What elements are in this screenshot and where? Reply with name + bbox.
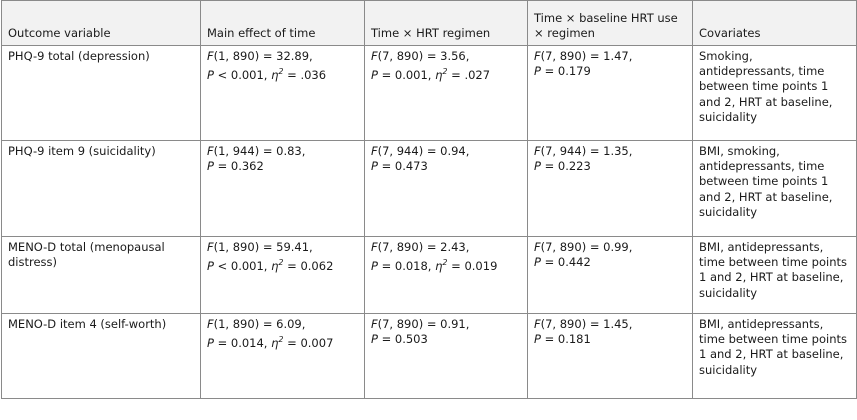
f-statistic-symbol: F xyxy=(534,317,541,331)
f-statistic-value: (7, 890) = 0.91, xyxy=(377,317,470,331)
cell-main-effect: F(1, 890) = 6.09, P = 0.014, η2 = 0.007 xyxy=(200,313,365,399)
p-value-symbol: P xyxy=(371,332,378,347)
cell-time-regimen: F(7, 890) = 3.56, P = 0.001, η2 = .027 xyxy=(364,45,528,141)
p-value-symbol: P xyxy=(207,159,214,174)
eta-squared-value: = .036 xyxy=(283,68,327,83)
p-value: = 0.181 xyxy=(540,332,591,347)
f-statistic-symbol: F xyxy=(534,240,541,254)
eta-squared-value: = .027 xyxy=(447,68,491,83)
f-statistic-value: (7, 944) = 0.94, xyxy=(377,144,470,158)
eta-squared-symbol: η2 xyxy=(435,67,448,83)
p-value-symbol: P xyxy=(207,68,214,83)
p-value-symbol: P xyxy=(534,332,541,347)
p-value-symbol: P xyxy=(534,255,541,270)
p-value-symbol: P xyxy=(371,259,378,274)
f-statistic-value: (1, 890) = 6.09, xyxy=(213,317,306,331)
p-value: = 0.503 xyxy=(377,332,428,347)
f-statistic-value: (7, 890) = 1.45, xyxy=(540,317,633,331)
f-statistic-value: (1, 890) = 32.89, xyxy=(213,49,313,63)
p-value-symbol: P xyxy=(371,68,378,83)
eta-squared-value: = 0.007 xyxy=(283,336,334,351)
p-value: = 0.001, xyxy=(377,68,436,83)
table-row: PHQ-9 total (depression) F(1, 890) = 32.8… xyxy=(1,45,857,141)
p-value: = 0.179 xyxy=(540,64,591,79)
cell-time-baseline-regimen: F(7, 944) = 1.35, P = 0.223 xyxy=(527,140,693,237)
eta-squared-symbol: η2 xyxy=(271,67,284,83)
f-statistic-symbol: F xyxy=(207,317,214,331)
eta-squared-value: = 0.062 xyxy=(283,259,334,274)
p-value-symbol: P xyxy=(371,159,378,174)
p-value: = 0.223 xyxy=(540,159,591,174)
p-value: = 0.018, xyxy=(377,259,436,274)
p-value: = 0.014, xyxy=(213,336,272,351)
results-table: Outcome variable Main effect of time Tim… xyxy=(1,0,857,399)
p-value: = 0.442 xyxy=(540,255,591,270)
cell-time-regimen: F(7, 944) = 0.94, P = 0.473 xyxy=(364,140,528,237)
p-value: < 0.001, xyxy=(213,259,272,274)
f-statistic-symbol: F xyxy=(207,49,214,63)
cell-outcome-variable: PHQ-9 item 9 (suicidality) xyxy=(1,140,201,237)
cell-time-baseline-regimen: F(7, 890) = 1.45, P = 0.181 xyxy=(527,313,693,399)
table-row: MENO-D item 4 (self-worth) F(1, 890) = 6.… xyxy=(1,313,857,399)
f-statistic-symbol: F xyxy=(207,240,214,254)
cell-main-effect: F(1, 890) = 32.89, P < 0.001, η2 = .036 xyxy=(200,45,365,141)
header-outcome-variable: Outcome variable xyxy=(1,0,201,46)
eta-squared-symbol: η2 xyxy=(435,258,448,274)
cell-main-effect: F(1, 890) = 59.41, P < 0.001, η2 = 0.062 xyxy=(200,236,365,314)
header-time-regimen: Time × HRT regimen xyxy=(364,0,528,46)
header-main-effect: Main effect of time xyxy=(200,0,365,46)
f-statistic-value: (1, 890) = 59.41, xyxy=(213,240,313,254)
cell-covariates: BMI, antidepressants, time between time … xyxy=(692,313,857,399)
table-row: PHQ-9 item 9 (suicidality) F(1, 944) = 0.… xyxy=(1,140,857,237)
f-statistic-symbol: F xyxy=(207,144,214,158)
cell-covariates: Smoking, antidepressants, time between t… xyxy=(692,45,857,141)
header-row: Outcome variable Main effect of time Tim… xyxy=(1,0,857,46)
p-value-symbol: P xyxy=(534,64,541,79)
cell-time-regimen: F(7, 890) = 2.43, P = 0.018, η2 = 0.019 xyxy=(364,236,528,314)
cell-covariates: BMI, antidepressants, time between time … xyxy=(692,236,857,314)
cell-main-effect: F(1, 944) = 0.83, P = 0.362 xyxy=(200,140,365,237)
f-statistic-symbol: F xyxy=(371,317,378,331)
p-value: = 0.362 xyxy=(213,159,264,174)
cell-time-baseline-regimen: F(7, 890) = 1.47, P = 0.179 xyxy=(527,45,693,141)
f-statistic-symbol: F xyxy=(371,144,378,158)
f-statistic-value: (7, 890) = 2.43, xyxy=(377,240,470,254)
f-statistic-value: (1, 944) = 0.83, xyxy=(213,144,306,158)
header-time-baseline-regimen: Time × baseline HRT use × regimen xyxy=(527,0,693,46)
p-value-symbol: P xyxy=(207,336,214,351)
eta-squared-value: = 0.019 xyxy=(447,259,498,274)
p-value-symbol: P xyxy=(534,159,541,174)
eta-squared-symbol: η2 xyxy=(271,335,284,351)
f-statistic-value: (7, 944) = 1.35, xyxy=(540,144,633,158)
eta-squared-symbol: η2 xyxy=(271,258,284,274)
f-statistic-symbol: F xyxy=(371,49,378,63)
cell-outcome-variable: MENO-D item 4 (self-worth) xyxy=(1,313,201,399)
header-covariates: Covariates xyxy=(692,0,857,46)
cell-outcome-variable: PHQ-9 total (depression) xyxy=(1,45,201,141)
cell-time-regimen: F(7, 890) = 0.91, P = 0.503 xyxy=(364,313,528,399)
f-statistic-value: (7, 890) = 1.47, xyxy=(540,49,633,63)
f-statistic-value: (7, 890) = 3.56, xyxy=(377,49,470,63)
cell-outcome-variable: MENO-D total (menopausal distress) xyxy=(1,236,201,314)
p-value-symbol: P xyxy=(207,259,214,274)
f-statistic-symbol: F xyxy=(371,240,378,254)
cell-covariates: BMI, smoking, antidepressants, time betw… xyxy=(692,140,857,237)
f-statistic-symbol: F xyxy=(534,144,541,158)
p-value: = 0.473 xyxy=(377,159,428,174)
table-row: MENO-D total (menopausal distress) F(1, 8… xyxy=(1,236,857,314)
p-value: < 0.001, xyxy=(213,68,272,83)
f-statistic-value: (7, 890) = 0.99, xyxy=(540,240,633,254)
f-statistic-symbol: F xyxy=(534,49,541,63)
cell-time-baseline-regimen: F(7, 890) = 0.99, P = 0.442 xyxy=(527,236,693,314)
